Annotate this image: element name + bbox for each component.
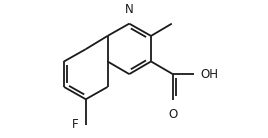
Text: OH: OH bbox=[200, 68, 218, 81]
Text: F: F bbox=[72, 118, 79, 131]
Text: N: N bbox=[125, 3, 134, 16]
Text: O: O bbox=[168, 108, 177, 121]
